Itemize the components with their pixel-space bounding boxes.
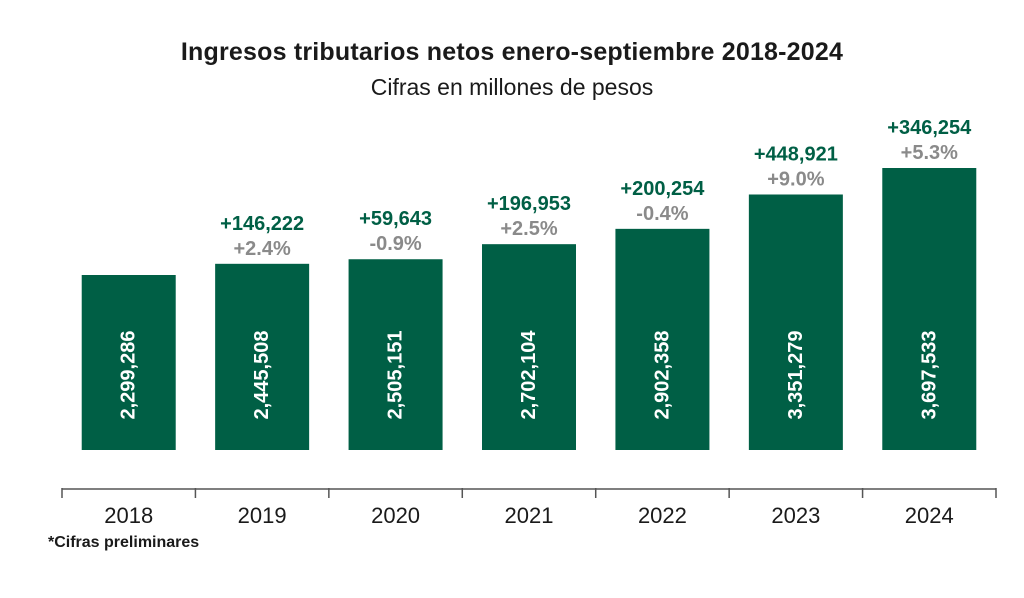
absolute-change-label: +346,254 xyxy=(887,117,972,139)
bar-2020 xyxy=(348,259,443,450)
percent-change-label: +5.3% xyxy=(901,142,958,164)
bar-2024 xyxy=(882,168,977,450)
x-tick-label: 2021 xyxy=(505,503,554,528)
percent-change-label: +2.5% xyxy=(500,218,557,240)
bar-value-label: 2,505,151 xyxy=(385,331,407,420)
percent-change-label: -0.9% xyxy=(369,233,421,255)
x-tick-label: 2018 xyxy=(104,503,153,528)
absolute-change-label: +59,643 xyxy=(359,208,432,230)
bar-2019 xyxy=(215,263,310,450)
bar-2018 xyxy=(81,275,176,450)
x-tick-label: 2024 xyxy=(905,503,954,528)
chart-subtitle: Cifras en millones de pesos xyxy=(370,74,654,100)
x-tick-label: 2022 xyxy=(638,503,687,528)
bar-value-label: 2,445,508 xyxy=(251,331,273,420)
x-tick-label: 2023 xyxy=(771,503,820,528)
x-tick-label: 2020 xyxy=(371,503,420,528)
absolute-change-label: +146,222 xyxy=(220,213,304,235)
bar-value-label: 2,702,104 xyxy=(518,330,540,420)
percent-change-label: -0.4% xyxy=(636,203,688,225)
percent-change-label: +9.0% xyxy=(767,168,824,190)
absolute-change-label: +448,921 xyxy=(754,143,838,165)
bar-2023 xyxy=(748,194,843,450)
footnote: *Cifras preliminares xyxy=(48,534,200,551)
bar-value-label: 2,902,358 xyxy=(651,331,673,420)
chart-title: Ingresos tributarios netos enero-septiem… xyxy=(180,38,844,66)
bar-value-label: 3,351,279 xyxy=(785,331,807,420)
absolute-change-label: +200,254 xyxy=(620,178,705,200)
bar-2022 xyxy=(615,228,710,450)
bar-value-label: 3,697,533 xyxy=(918,331,940,420)
percent-change-label: +2.4% xyxy=(234,238,291,260)
absolute-change-label: +196,953 xyxy=(487,193,571,215)
bar-value-label: 2,299,286 xyxy=(118,331,140,420)
x-tick-label: 2019 xyxy=(238,503,287,528)
bar-2021 xyxy=(482,244,576,450)
